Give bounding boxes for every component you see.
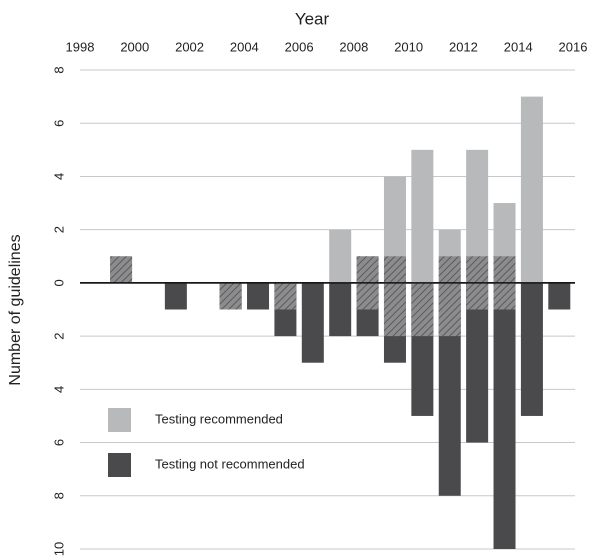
- x-tick-label: 2012: [449, 39, 478, 54]
- hatched-segment: [466, 282, 489, 310]
- hatched-segment: [383, 282, 406, 337]
- hatched-segment: [274, 282, 297, 310]
- legend-swatch: [108, 408, 131, 432]
- hatched-segment: [110, 256, 133, 283]
- bar: [329, 282, 352, 337]
- x-tick-label: 2016: [559, 39, 588, 54]
- x-tick-label: 2014: [504, 39, 533, 54]
- x-tick-label: 2002: [175, 39, 204, 54]
- y-tick-label: 6: [51, 120, 66, 127]
- hatched-segment: [356, 256, 379, 283]
- x-tick-label: 1998: [66, 39, 95, 54]
- legend-label: Testing recommended: [155, 411, 283, 426]
- y-tick-label: 4: [51, 386, 66, 393]
- hatched-segment: [493, 282, 516, 310]
- hatched-segment: [493, 256, 516, 283]
- bar: [493, 282, 516, 549]
- bar: [520, 96, 543, 283]
- y-tick-label: 6: [51, 439, 66, 446]
- hatched-segment: [466, 256, 489, 283]
- bar: [520, 282, 543, 416]
- bar: [329, 229, 352, 283]
- bar: [466, 149, 489, 283]
- bar: [548, 282, 571, 310]
- x-tick-label: 2010: [394, 39, 423, 54]
- y-tick-label: 2: [51, 332, 66, 339]
- bar: [466, 282, 489, 443]
- y-tick-label: 8: [51, 492, 66, 499]
- x-tick-label: 2000: [120, 39, 149, 54]
- bar: [247, 282, 270, 310]
- y-tick-label: 2: [51, 226, 66, 233]
- bar: [301, 282, 324, 363]
- x-tick-label: 2006: [285, 39, 314, 54]
- x-tick-label: 2004: [230, 39, 259, 54]
- bar: [411, 149, 434, 283]
- y-tick-label: 4: [51, 173, 66, 180]
- legend-label: Testing not recommended: [155, 456, 305, 471]
- hatched-segment: [411, 282, 434, 337]
- y-tick-label: 10: [51, 542, 66, 556]
- bar: [164, 282, 187, 310]
- hatched-segment: [219, 282, 242, 310]
- y-tick-label: 8: [51, 66, 66, 73]
- hatched-segment: [383, 256, 406, 283]
- y-axis-title: Number of guidelines: [7, 234, 24, 385]
- y-tick-label: 0: [51, 279, 66, 286]
- x-tick-label: 2008: [339, 39, 368, 54]
- hatched-segment: [438, 256, 461, 283]
- legend-swatch: [108, 453, 131, 477]
- hatched-segment: [356, 282, 379, 310]
- hatched-segment: [438, 282, 461, 337]
- chart-title: Year: [295, 9, 330, 28]
